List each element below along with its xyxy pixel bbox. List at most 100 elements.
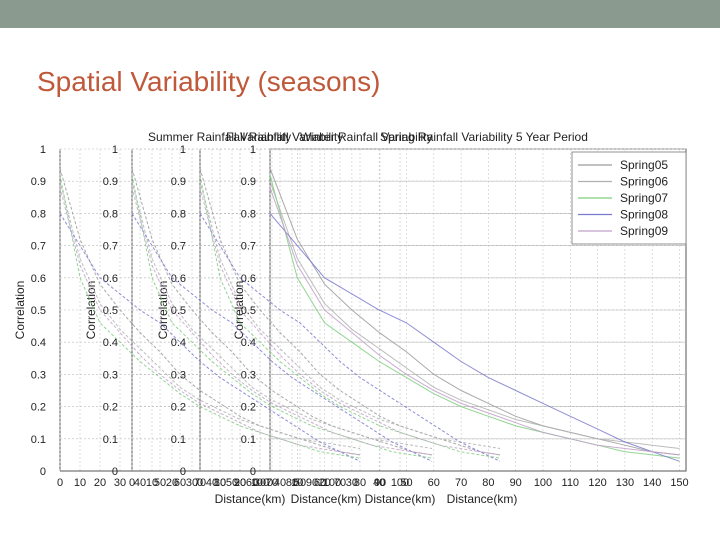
chart-title-fragment: Winter Rainfall Variability (300, 130, 433, 144)
x-tick-label: 0 (267, 477, 273, 489)
y-axis-label: Correlation (156, 281, 170, 340)
series-line-spring09 (199, 187, 501, 456)
y-tick-label: 0 (112, 466, 118, 478)
y-tick-label: 0.4 (103, 337, 118, 349)
chart-title-fragment: Summer Rainfall Variability (148, 130, 291, 144)
series-line-spring09 (59, 187, 361, 456)
y-tick-label: 0.8 (171, 208, 186, 220)
x-tick-label: 30 (346, 477, 358, 489)
x-tick-label: 150 (670, 477, 688, 489)
legend-entry: Spring09 (620, 224, 668, 238)
x-tick-label: 20 (318, 477, 330, 489)
series-line-spring09 (131, 187, 433, 456)
series-line-spring08 (269, 213, 680, 462)
x-tick-label: 50 (226, 477, 238, 489)
series-line-spring05 (269, 168, 680, 456)
x-tick-label: 50 (294, 477, 306, 489)
x-axis-label: Distance(km) (215, 492, 286, 506)
legend-entry: Spring05 (620, 158, 668, 172)
y-tick-label: 0.8 (31, 208, 46, 220)
x-tick-label: 40 (274, 477, 286, 489)
x-tick-label: 30 (114, 477, 126, 489)
legend-entry: Spring07 (620, 191, 668, 205)
x-tick-label: 80 (354, 477, 366, 489)
y-axis-label: Correlation (84, 281, 98, 340)
x-tick-label: 100 (251, 477, 269, 489)
series-line-spring06 (269, 181, 680, 449)
x-tick-label: 0 (197, 477, 203, 489)
x-tick-label: 60 (174, 477, 186, 489)
chart-title-fragment: Spring Rainfall Variability 5 Year Perio… (380, 130, 588, 144)
series-line-spring06 (59, 181, 361, 449)
legend-entry: Spring08 (620, 208, 668, 222)
x-tick-label: 40 (134, 477, 146, 489)
x-tick-label: 0 (57, 477, 63, 489)
x-tick-label: 10 (291, 477, 303, 489)
x-tick-label: 40 (373, 477, 385, 489)
x-tick-label: 100 (534, 477, 552, 489)
x-tick-label: 80 (286, 477, 298, 489)
y-tick-label: 0.1 (103, 434, 118, 446)
y-tick-label: 0.1 (31, 434, 46, 446)
x-axis-label: Distance(km) (365, 492, 436, 506)
x-tick-label: 10 (74, 477, 86, 489)
x-tick-label: 130 (616, 477, 634, 489)
y-tick-label: 0.7 (241, 241, 256, 253)
slide-top-bar (0, 0, 720, 28)
x-tick-label: 20 (94, 477, 106, 489)
x-tick-label: 60 (428, 477, 440, 489)
x-tick-label: 100 (323, 477, 341, 489)
y-tick-label: 0.2 (103, 402, 118, 414)
series-line-spring05 (59, 168, 361, 456)
x-tick-label: 20 (166, 477, 178, 489)
y-tick-label: 0.1 (241, 434, 256, 446)
y-tick-label: 0 (250, 466, 256, 478)
x-tick-label: 30 (186, 477, 198, 489)
x-tick-label: 50 (154, 477, 166, 489)
y-tick-label: 0.6 (103, 273, 118, 285)
x-axis-label: Distance(km) (447, 492, 518, 506)
y-tick-label: 0.9 (241, 176, 256, 188)
x-tick-label: 80 (482, 477, 494, 489)
y-tick-label: 1 (250, 144, 256, 156)
series-line-spring09 (269, 187, 680, 456)
x-tick-label: 100 (391, 477, 409, 489)
y-tick-label: 0.4 (31, 337, 46, 349)
x-tick-label: 140 (643, 477, 661, 489)
y-tick-label: 0.7 (31, 241, 46, 253)
y-tick-label: 0.9 (31, 176, 46, 188)
y-tick-label: 0 (180, 466, 186, 478)
x-tick-label: 70 (334, 477, 346, 489)
series-line-spring07 (131, 174, 433, 459)
y-tick-label: 0.2 (171, 402, 186, 414)
y-tick-label: 0.9 (103, 176, 118, 188)
y-tick-label: 1 (112, 144, 118, 156)
y-tick-label: 0.6 (31, 273, 46, 285)
x-tick-label: 10 (146, 477, 158, 489)
y-tick-label: 0.9 (171, 176, 186, 188)
series-line-spring07 (269, 174, 680, 459)
x-tick-label: 60 (314, 477, 326, 489)
x-tick-label: 60 (246, 477, 258, 489)
x-tick-label: 80 (214, 477, 226, 489)
x-tick-label: 120 (588, 477, 606, 489)
series-line-spring06 (131, 181, 433, 449)
slide-title: Spatial Variability (seasons) (37, 66, 381, 97)
y-tick-label: 0.4 (241, 337, 256, 349)
y-tick-label: 0.2 (241, 402, 256, 414)
x-axis-label: Distance(km) (291, 492, 362, 506)
x-tick-label: 70 (194, 477, 206, 489)
y-tick-label: 0.1 (171, 434, 186, 446)
series-line-spring07 (59, 174, 361, 459)
y-tick-label: 0.5 (103, 305, 118, 317)
chart-title-fragment: Fall Rainfall Variability (226, 130, 343, 144)
legend-entry: Spring06 (620, 175, 668, 189)
series-line-spring06 (199, 181, 501, 449)
x-tick-label: 30 (254, 477, 266, 489)
series-line-spring07 (199, 174, 501, 459)
x-tick-label: 50 (400, 477, 412, 489)
series-line-spring05 (199, 168, 501, 456)
x-tick-label: 70 (266, 477, 278, 489)
y-tick-label: 0.5 (171, 305, 186, 317)
y-tick-label: 0.2 (31, 402, 46, 414)
